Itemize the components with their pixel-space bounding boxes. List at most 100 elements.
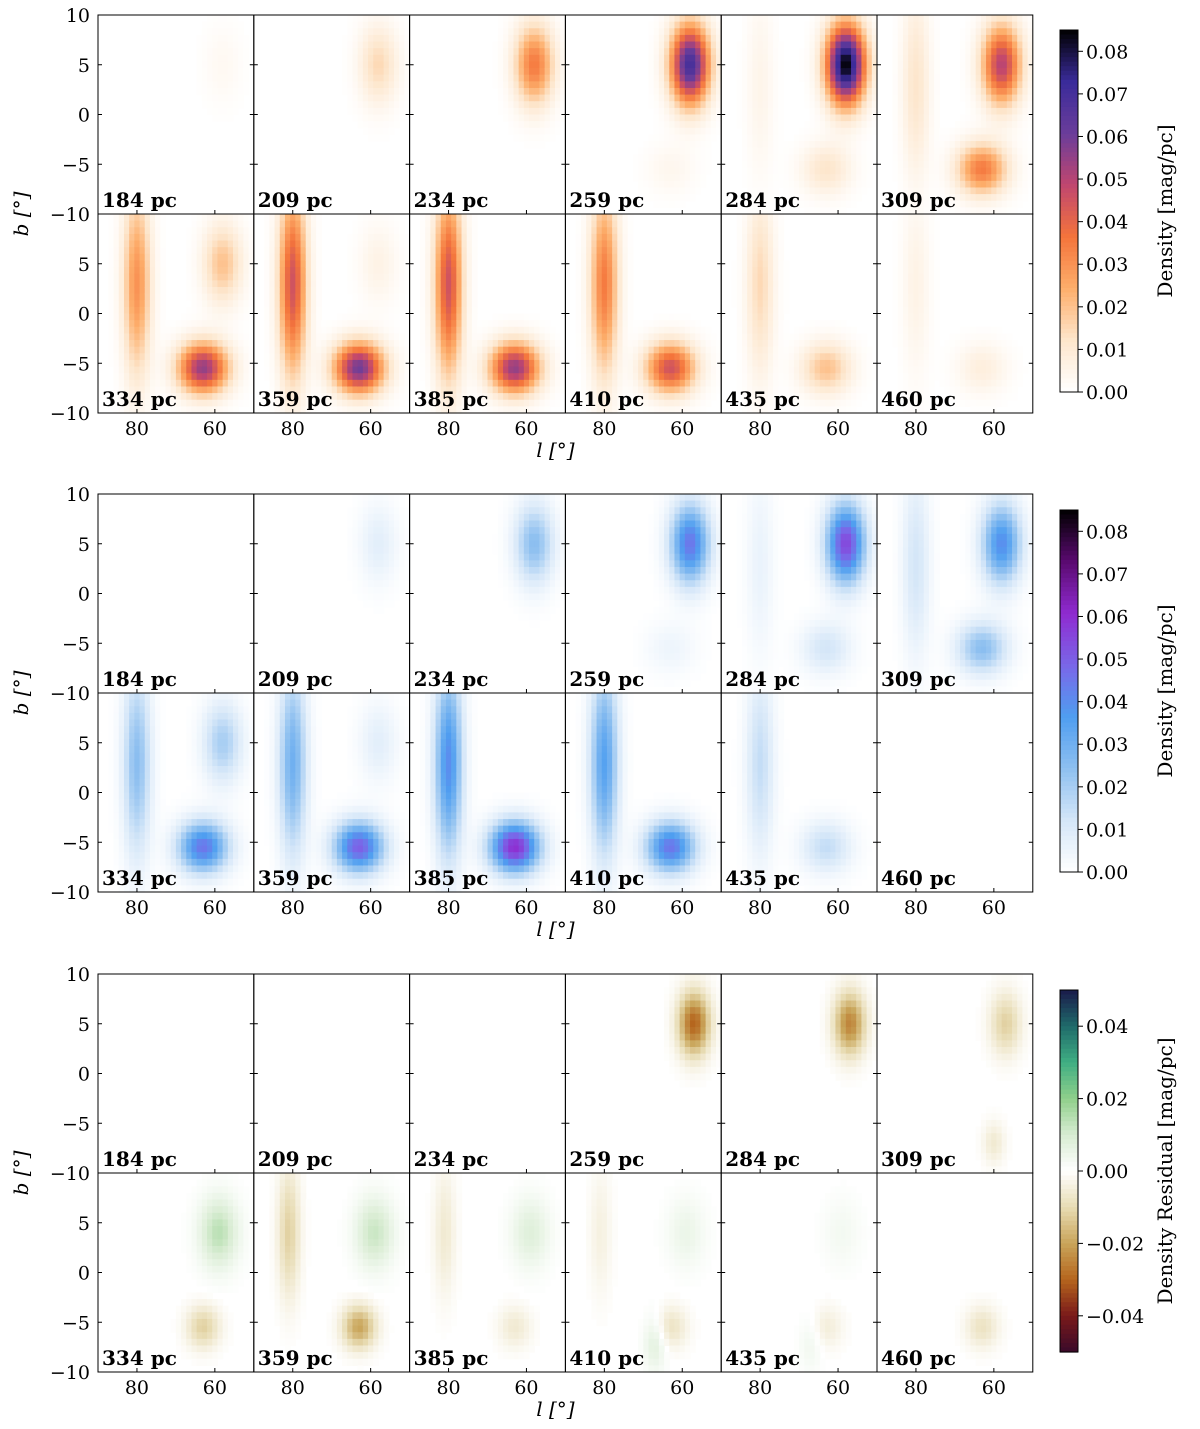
heatmap-cell <box>664 160 670 169</box>
heatmap-cell <box>456 260 463 268</box>
heatmap-cell <box>362 366 369 374</box>
heatmap-cell <box>601 300 608 308</box>
heatmap-cell <box>632 326 639 334</box>
heatmap-cell <box>264 286 270 295</box>
heatmap-cell <box>492 379 499 388</box>
heatmap-cell <box>383 393 390 401</box>
heatmap-cell <box>674 187 681 195</box>
heatmap-cell <box>518 326 525 334</box>
heatmap-cell <box>560 101 566 109</box>
heatmap-cell <box>762 87 769 96</box>
heatmap-cell <box>113 286 120 295</box>
heatmap-cell <box>716 48 722 56</box>
heatmap-cell <box>123 293 130 301</box>
heatmap-cell <box>264 233 270 242</box>
heatmap-cell <box>388 293 395 301</box>
heatmap-cell <box>658 101 665 109</box>
heatmap-cell <box>196 280 203 288</box>
heatmap-cell <box>700 127 707 135</box>
heatmap-cell <box>378 134 385 142</box>
heatmap-cell <box>923 114 930 122</box>
heatmap-cell <box>471 313 478 321</box>
heatmap-cell <box>767 54 774 63</box>
heatmap-cell <box>471 399 478 407</box>
heatmap-cell <box>388 247 395 255</box>
heatmap-cell <box>445 280 452 288</box>
heatmap-cell <box>295 220 302 228</box>
heatmap-cell <box>804 147 811 155</box>
heatmap-cell <box>149 359 156 368</box>
heatmap-cell <box>373 313 380 321</box>
heatmap-cell <box>175 373 182 381</box>
heatmap-cell <box>752 34 759 43</box>
heatmap-cell <box>207 48 213 56</box>
heatmap-cell <box>643 174 650 182</box>
heatmap-cell <box>373 333 380 341</box>
heatmap-cell <box>965 167 972 175</box>
heatmap-cell <box>1006 121 1013 129</box>
heatmap-cell <box>378 306 385 315</box>
heatmap-cell <box>295 300 302 308</box>
heatmap-cell <box>679 194 686 202</box>
heatmap-cell <box>342 333 348 341</box>
heatmap-cell <box>123 320 130 328</box>
heatmap-cell <box>139 326 146 334</box>
heatmap-cell <box>357 28 364 36</box>
heatmap-cell <box>191 379 198 388</box>
heatmap-cell <box>799 160 805 169</box>
heatmap-cell <box>684 54 691 63</box>
heatmap-cell <box>284 386 291 394</box>
heatmap-cell <box>767 61 774 69</box>
heatmap-cell <box>362 373 369 381</box>
heatmap-cell <box>264 267 270 275</box>
heatmap-cell <box>113 346 120 354</box>
heatmap-cell <box>622 214 629 222</box>
heatmap-cell <box>435 253 442 262</box>
heatmap-cell <box>866 141 873 149</box>
heatmap-cell <box>617 353 624 361</box>
heatmap-cell <box>622 353 629 361</box>
heatmap-cell <box>695 114 702 122</box>
heatmap-cell <box>331 366 338 374</box>
heatmap-cell <box>508 21 515 29</box>
heatmap-cell <box>425 340 431 348</box>
heatmap-cell <box>207 306 213 315</box>
heatmap-cell <box>741 160 748 169</box>
heatmap-cell <box>845 74 852 82</box>
heatmap-cell <box>845 87 852 96</box>
heatmap-cell <box>227 21 234 29</box>
heatmap-cell <box>643 399 650 407</box>
heatmap-cell <box>419 313 426 321</box>
heatmap-cell <box>705 141 712 149</box>
heatmap-cell <box>269 320 276 328</box>
heatmap-cell <box>695 68 702 76</box>
heatmap-cell <box>918 127 925 135</box>
heatmap-cell <box>658 200 665 208</box>
heatmap-cell <box>627 214 634 222</box>
heatmap-cell <box>653 21 660 29</box>
heatmap-cell <box>908 94 914 102</box>
heatmap-cell <box>695 154 702 162</box>
heatmap-cell <box>586 220 592 228</box>
heatmap-cell <box>357 240 364 248</box>
heatmap-cell <box>591 386 598 394</box>
heatmap-cell <box>362 280 369 288</box>
heatmap-cell <box>373 41 380 49</box>
heatmap-cell <box>684 34 691 43</box>
heatmap-cell <box>518 127 525 135</box>
heatmap-cell <box>741 127 748 135</box>
heatmap-cell <box>134 220 141 228</box>
heatmap-cell <box>129 214 135 222</box>
heatmap-cell <box>596 247 603 255</box>
heatmap-cell <box>923 107 930 116</box>
heatmap-cell <box>295 280 302 288</box>
heatmap-cell <box>425 253 431 262</box>
heatmap-cell <box>1017 15 1024 23</box>
heatmap-cell <box>300 273 307 281</box>
heatmap-cell <box>555 68 561 76</box>
heatmap-cell <box>362 386 369 394</box>
heatmap-cell <box>928 200 935 208</box>
heatmap-cell <box>352 74 359 82</box>
heatmap-cell <box>305 286 312 295</box>
heatmap-cell <box>295 393 302 401</box>
